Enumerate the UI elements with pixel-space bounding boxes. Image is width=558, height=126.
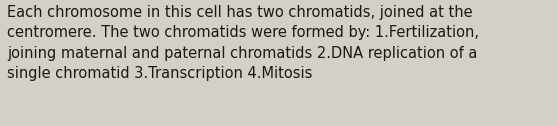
Text: Each chromosome in this cell has two chromatids, joined at the
centromere. The t: Each chromosome in this cell has two chr… [7, 5, 479, 81]
